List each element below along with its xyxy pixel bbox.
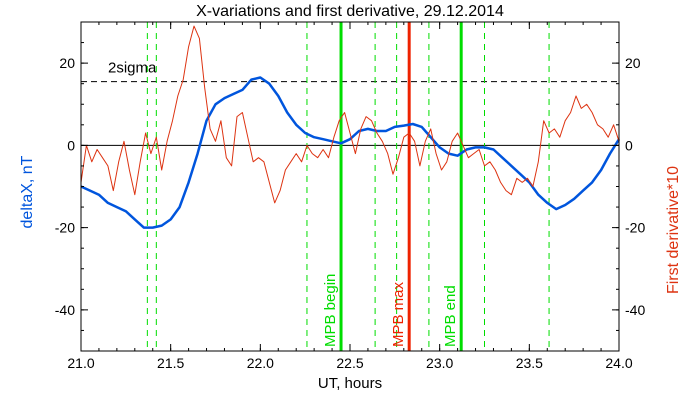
x-tick-label-3: 22.5 bbox=[336, 355, 363, 371]
y-tick-label-left-0: -40 bbox=[55, 302, 75, 318]
x-tick-label-4: 23.0 bbox=[426, 355, 453, 371]
x-tick-label-5: 23.5 bbox=[516, 355, 543, 371]
series-derivative bbox=[80, 25, 620, 204]
plot-area: 2sigma MPB begin MPB max MPB end 21.0 21.5 22.… bbox=[55, 21, 645, 371]
x-tick-label-2: 22.0 bbox=[247, 355, 274, 371]
y-tick-label-right-1: -20 bbox=[625, 220, 645, 236]
vertical-marker-label-3: MPB end bbox=[442, 285, 459, 347]
x-tick-label-1: 21.5 bbox=[157, 355, 184, 371]
y-tick-label-right-0: -40 bbox=[625, 302, 645, 318]
y-tick-label-right-2: 0 bbox=[625, 137, 633, 153]
series-deltaX bbox=[80, 76, 621, 229]
y-tick-label-right-3: 20 bbox=[625, 55, 641, 71]
chart-title: X-variations and first derivative, 29.12… bbox=[196, 3, 504, 20]
x-axis-label: UT, hours bbox=[318, 375, 382, 392]
y-axis-label-right: First derivative*10 bbox=[665, 166, 682, 294]
vertical-marker-label-2: MPB max bbox=[390, 281, 407, 347]
y-tick-label-left-1: -20 bbox=[55, 220, 75, 236]
y-axis-label-left: deltaX, nT bbox=[19, 155, 36, 228]
y-tick-label-left-2: 0 bbox=[67, 137, 75, 153]
vertical-marker-label-1: MPB begin bbox=[322, 274, 339, 347]
y-tick-label-left-3: 20 bbox=[59, 55, 75, 71]
x-tick-label-6: 24.0 bbox=[605, 355, 632, 371]
sigma-label: 2sigma bbox=[108, 60, 157, 77]
plot-frame bbox=[80, 21, 620, 352]
x-tick-label-0: 21.0 bbox=[67, 355, 94, 371]
